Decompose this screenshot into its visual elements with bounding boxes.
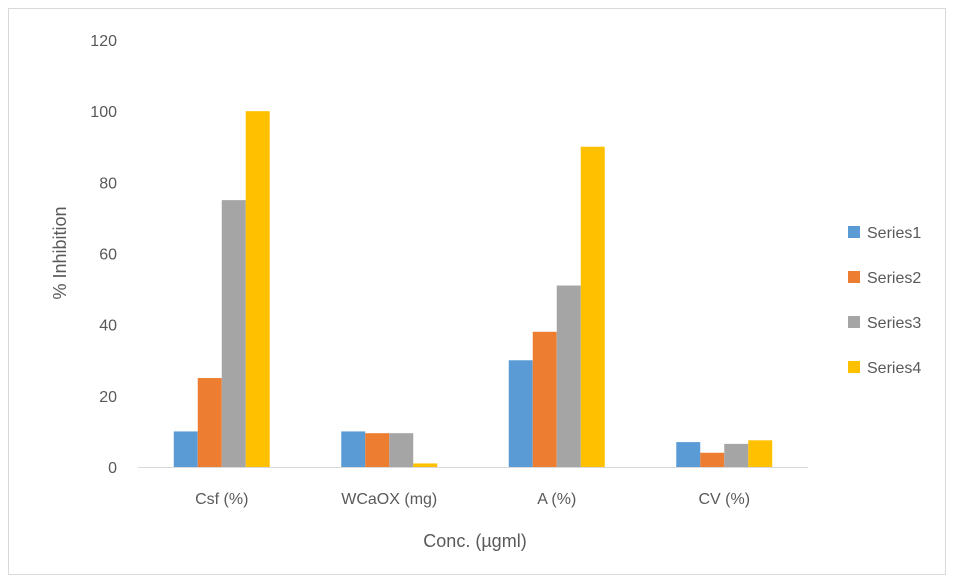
bar-series3-2 [389, 433, 414, 467]
bar-series1-4 [676, 442, 701, 467]
bar-series1-1 [173, 431, 198, 467]
bar-series4-1 [245, 111, 270, 468]
y-tick-label: 60 [99, 247, 117, 264]
bar-series1-3 [508, 360, 533, 467]
bar-series4-4 [748, 440, 773, 467]
bar-series3-3 [556, 285, 581, 467]
y-tick-label: 120 [90, 33, 117, 50]
legend: Series1 Series2 Series3 Series4 [848, 225, 921, 377]
x-tick-label: WCaOX (mg) [341, 491, 437, 508]
legend-swatch-series2 [848, 271, 860, 283]
chart-frame [8, 8, 946, 575]
bars [173, 111, 773, 468]
legend-label-series2: Series2 [867, 270, 921, 287]
legend-label-series4: Series4 [867, 360, 921, 377]
bar-series3-4 [724, 443, 749, 467]
legend-swatch-series1 [848, 226, 860, 238]
x-tick-label: Csf (%) [195, 491, 248, 508]
bar-series1-2 [341, 431, 366, 467]
x-tick-label: A (%) [537, 491, 576, 508]
bar-series2-4 [700, 452, 725, 467]
bar-series2-2 [365, 433, 390, 467]
x-axis-ticks: Csf (%) WCaOX (mg) A (%) CV (%) [195, 491, 750, 508]
bar-series2-1 [197, 378, 222, 467]
y-axis-ticks: 0 20 40 60 80 100 120 [90, 33, 117, 477]
x-axis-title: Conc. (µgml) [423, 531, 526, 551]
y-tick-label: 0 [108, 460, 117, 477]
bar-series3-1 [221, 200, 246, 467]
legend-label-series3: Series3 [867, 315, 921, 332]
y-axis-title: % Inhibition [50, 206, 70, 299]
legend-swatch-series3 [848, 316, 860, 328]
x-tick-label: CV (%) [698, 491, 750, 508]
y-tick-label: 20 [99, 389, 117, 406]
bar-series2-3 [532, 331, 557, 467]
bar-series4-2 [413, 463, 438, 467]
y-tick-label: 80 [99, 175, 117, 192]
bar-series4-3 [580, 146, 605, 467]
legend-label-series1: Series1 [867, 225, 921, 242]
y-tick-label: 40 [99, 318, 117, 335]
legend-swatch-series4 [848, 361, 860, 373]
y-tick-label: 100 [90, 104, 117, 121]
